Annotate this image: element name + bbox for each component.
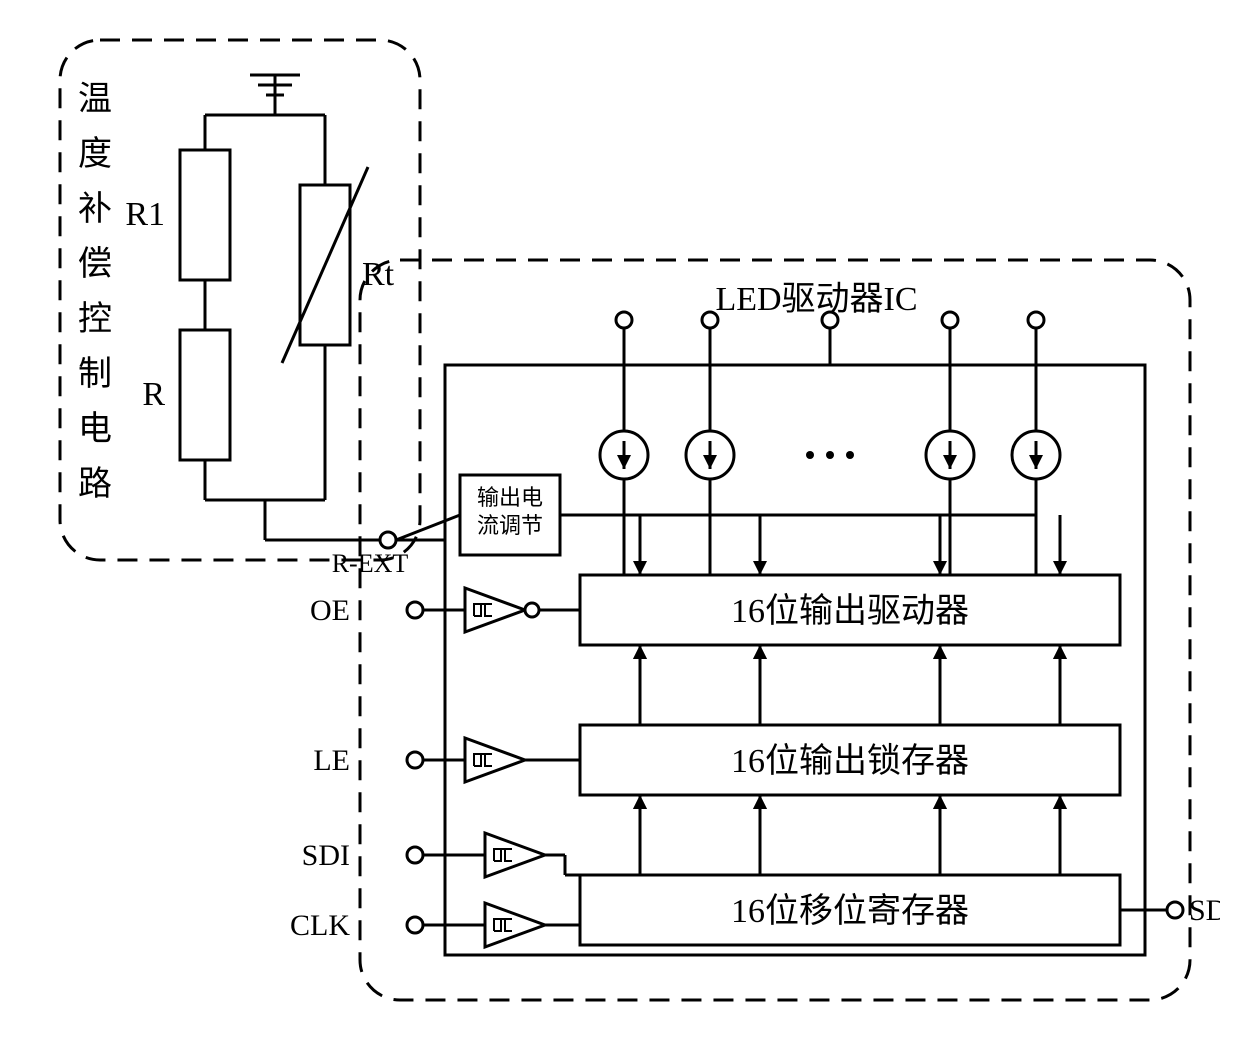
pin-clk — [407, 917, 423, 933]
temp-block-title: 温 — [78, 81, 112, 118]
driver-label: 16位输出驱动器 — [731, 592, 969, 630]
output-pin — [1028, 312, 1044, 328]
pin-sdo — [1167, 902, 1183, 918]
temp-block-title: 度 — [78, 135, 112, 173]
r1-label: R1 — [125, 196, 165, 233]
output-pin — [822, 312, 838, 328]
shift-label: 16位移位寄存器 — [731, 892, 969, 930]
temp-block-title: 控 — [78, 300, 112, 338]
output-pin — [942, 312, 958, 328]
pin-le — [407, 752, 423, 768]
latch-label: 16位输出锁存器 — [731, 742, 969, 780]
current-adj-label: 流调节 — [477, 513, 543, 538]
output-pin — [616, 312, 632, 328]
temp-block-title: 偿 — [78, 245, 112, 283]
temp-block-title: 制 — [78, 356, 112, 393]
current-adj-label: 输出电 — [477, 485, 543, 510]
sdo-label: SDO — [1189, 894, 1220, 927]
pin-oe — [407, 602, 423, 618]
temp-block-title: 电 — [78, 410, 112, 448]
pin-label-oe: OE — [310, 594, 350, 627]
ic-title: LED驱动器IC — [715, 281, 917, 318]
rt-label: Rt — [362, 256, 395, 293]
pin-label-le: LE — [313, 744, 350, 777]
rext-label: R-EXT — [332, 549, 409, 578]
pin-label-sdi: SDI — [302, 839, 350, 872]
temp-block-title: 补 — [78, 190, 112, 228]
pin-sdi — [407, 847, 423, 863]
output-pin — [702, 312, 718, 328]
r-label: R — [142, 376, 165, 413]
temp-block-title: 路 — [78, 465, 112, 503]
pin-label-clk: CLK — [290, 909, 350, 942]
